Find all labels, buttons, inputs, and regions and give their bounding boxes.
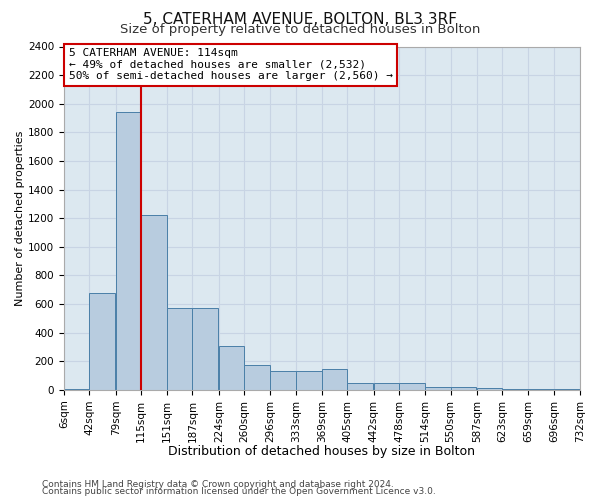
Bar	[477, 388, 502, 390]
Bar	[374, 382, 400, 390]
Bar	[347, 382, 373, 390]
X-axis label: Distribution of detached houses by size in Bolton: Distribution of detached houses by size …	[169, 444, 475, 458]
Y-axis label: Number of detached properties: Number of detached properties	[15, 130, 25, 306]
Bar	[193, 308, 218, 390]
Text: 5 CATERHAM AVENUE: 114sqm
← 49% of detached houses are smaller (2,532)
50% of se: 5 CATERHAM AVENUE: 114sqm ← 49% of detac…	[69, 48, 393, 82]
Bar	[89, 294, 115, 390]
Bar	[425, 388, 451, 390]
Bar	[270, 372, 296, 390]
Bar	[451, 388, 476, 390]
Bar	[400, 384, 425, 390]
Bar	[167, 308, 193, 390]
Text: Size of property relative to detached houses in Bolton: Size of property relative to detached ho…	[120, 22, 480, 36]
Bar	[141, 216, 167, 390]
Text: Contains public sector information licensed under the Open Government Licence v3: Contains public sector information licen…	[42, 487, 436, 496]
Bar	[219, 346, 244, 390]
Text: Contains HM Land Registry data © Crown copyright and database right 2024.: Contains HM Land Registry data © Crown c…	[42, 480, 394, 489]
Text: 5, CATERHAM AVENUE, BOLTON, BL3 3RF: 5, CATERHAM AVENUE, BOLTON, BL3 3RF	[143, 12, 457, 28]
Bar	[322, 369, 347, 390]
Bar	[116, 112, 141, 390]
Bar	[296, 372, 322, 390]
Bar	[244, 365, 270, 390]
